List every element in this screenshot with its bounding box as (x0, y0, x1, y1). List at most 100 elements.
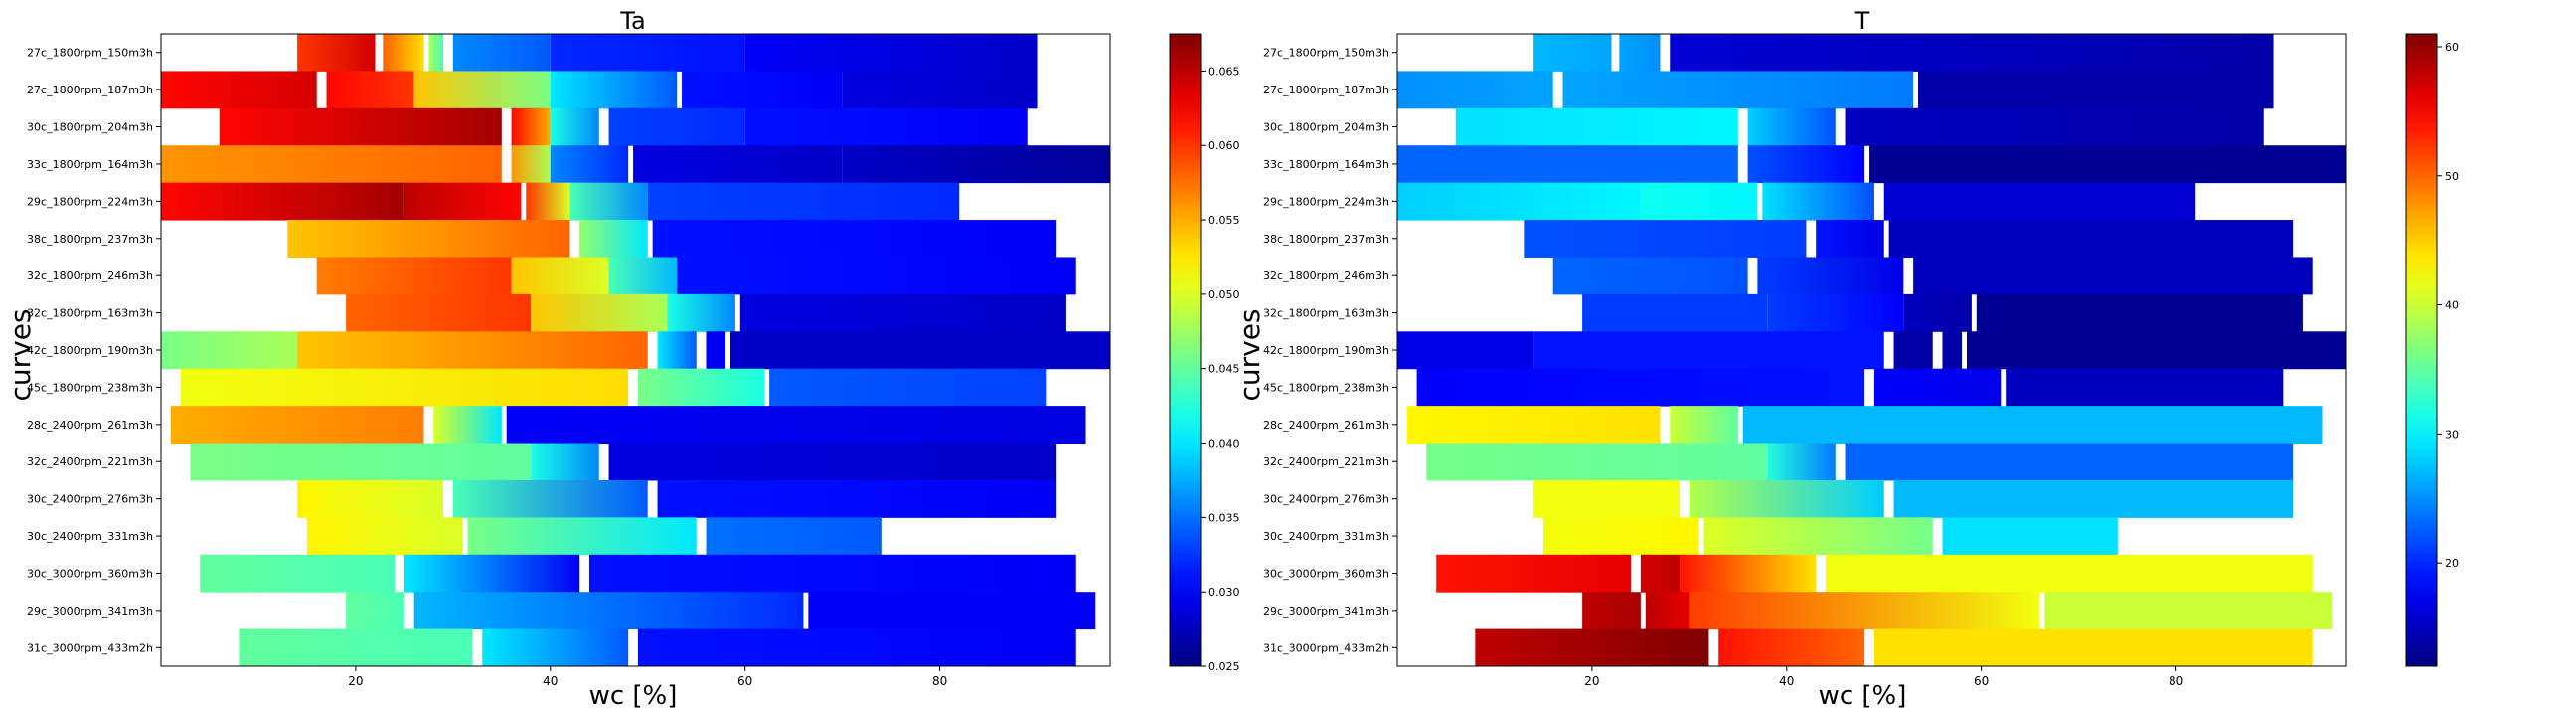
curve-segment (297, 34, 376, 72)
curve-segment (744, 107, 1028, 146)
curve-segment (1873, 368, 2002, 407)
curve-row (1455, 107, 2264, 146)
curve-segment (1582, 293, 1768, 332)
curve-segment (511, 257, 609, 295)
curve-segment (1533, 34, 1612, 72)
curve-segment (1689, 592, 2040, 630)
curve-segment (316, 257, 512, 295)
curve-segment (1893, 479, 2294, 518)
curve-segment (161, 331, 298, 370)
curve-row (219, 107, 1028, 146)
y-tick-label: 27c_1800rpm_150m3h (27, 47, 153, 60)
curve-segment (161, 145, 502, 184)
chart-panel-t: T curves wc [%] 27c_1800rpm_150m3h27c_18… (1233, 7, 2459, 711)
y-tick-label: 27c_1800rpm_187m3h (27, 84, 153, 96)
curve-segment (1689, 479, 1884, 518)
curve-segment (588, 554, 1076, 593)
y-tick-label: 32c_2400rpm_221m3h (1263, 455, 1389, 468)
curve-row (161, 331, 1110, 370)
curve-segment (769, 368, 1047, 407)
y-tick-label: 38c_1800rpm_237m3h (1263, 233, 1389, 246)
curve-segment (1640, 554, 1681, 593)
curve-segment (161, 182, 404, 221)
heatmap-plot-ta: 27c_1800rpm_150m3h 27c_1800rpm_187m3h 30c_… (27, 33, 1111, 688)
chart-title-ta: Ta (619, 7, 645, 35)
y-tick-label: 28c_2400rpm_261m3h (1263, 419, 1389, 432)
y-tick-label: 27c_1800rpm_187m3h (1263, 84, 1389, 96)
curve-row (346, 592, 1096, 630)
curve-segment (1762, 182, 1874, 221)
y-axis-label-t: curves (1233, 308, 1266, 401)
curve-segment (1976, 293, 2303, 332)
curve-segment (608, 257, 678, 295)
x-tick-label: 20 (1584, 674, 1599, 688)
curve-segment (1883, 182, 2196, 221)
curve-segment (1670, 406, 1738, 445)
curve-row (1397, 331, 2346, 370)
curve-segment (682, 71, 843, 109)
curve-segment (1873, 628, 2313, 667)
colorbar-tick-label: 0.050 (1208, 288, 1240, 301)
curve-segment (637, 628, 1076, 667)
colorbar-tick-label: 0.035 (1208, 511, 1240, 524)
curve-segment (1640, 182, 1758, 221)
x-tick-label: 20 (348, 674, 363, 688)
curve-row (1416, 368, 2284, 407)
curve-segment (677, 257, 1076, 295)
curve-segment (1670, 34, 2274, 72)
curve-segment (550, 107, 599, 146)
colorbar-tick-label: 30 (2445, 428, 2459, 441)
curve-segment (1913, 257, 2313, 295)
x-axis-label-ta: wc [%] (589, 681, 678, 711)
curve-segment (633, 145, 843, 184)
x-tick-label: 40 (1779, 674, 1794, 688)
curve-row (1397, 145, 2346, 184)
curve-segment (1967, 331, 2346, 370)
curve-segment (1816, 220, 1884, 258)
curve-segment (1888, 220, 2294, 258)
curve-row (1533, 34, 2274, 72)
y-tick-label: 33c_1800rpm_164m3h (27, 158, 153, 171)
plot-frame (160, 33, 1111, 667)
curve-segment (219, 107, 502, 146)
curve-row (170, 406, 1086, 445)
curve-segment (511, 107, 551, 146)
curve-segment (1893, 331, 1933, 370)
curve-segment (452, 479, 648, 518)
curve-segment (1747, 107, 1836, 146)
curve-segment (287, 220, 570, 258)
curve-segment (531, 443, 599, 481)
colorbar-tick-label: 0.060 (1208, 139, 1240, 152)
colorbar-tick-label: 0.040 (1208, 438, 1240, 450)
curve-segment (808, 592, 1096, 630)
colorbar-tick-label: 0.045 (1208, 363, 1240, 376)
curve-segment (579, 220, 648, 258)
curve-segment (433, 406, 502, 445)
curve-segment (526, 182, 570, 221)
curve-segment (2044, 592, 2333, 630)
colorbar-tick-label: 0.055 (1208, 214, 1240, 227)
x-tick-label: 80 (2169, 674, 2183, 688)
curve-segment (1542, 517, 1699, 556)
curve-segment (667, 293, 735, 332)
curve-segment (239, 628, 473, 667)
curve-segment (180, 368, 629, 407)
plot-frame (1396, 33, 2347, 667)
curve-segment (1475, 628, 1709, 667)
y-tick-label: 29c_1800rpm_224m3h (27, 195, 153, 208)
curve-segment (1455, 107, 1738, 146)
colorbar-gradient (2405, 33, 2438, 667)
curve-segment (326, 71, 414, 109)
y-tick-label: 28c_2400rpm_261m3h (27, 419, 153, 432)
curve-segment (1582, 592, 1641, 630)
curve-row (1397, 71, 2274, 109)
curve-row (1397, 182, 2196, 221)
curve-segment (2006, 368, 2284, 407)
y-tick-label: 32c_1800rpm_246m3h (1263, 269, 1389, 282)
curve-segment (1718, 628, 1865, 667)
curve-row (239, 628, 1076, 667)
curve-segment (652, 220, 1057, 258)
curve-segment (1703, 517, 1933, 556)
curve-segment (706, 331, 726, 370)
